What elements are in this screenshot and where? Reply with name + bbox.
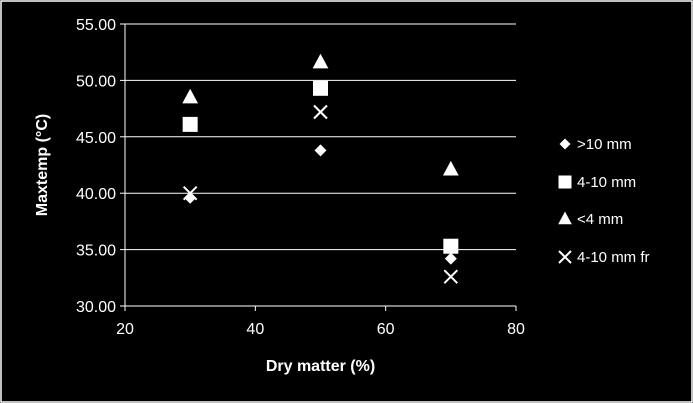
data-point-square — [443, 238, 459, 254]
series-triangle — [182, 53, 459, 176]
y-tick-label: 40.00 — [76, 186, 116, 203]
legend-label: <4 mm — [577, 211, 623, 228]
data-point-x — [182, 185, 198, 201]
series-square — [182, 80, 459, 254]
x-tick-label: 40 — [246, 321, 264, 338]
data-point-x — [443, 269, 459, 284]
legend-marker-triangle — [558, 211, 572, 225]
x-stroke — [558, 250, 572, 264]
y-tick-label: 55.00 — [76, 17, 116, 34]
legend: >10 mm 4-10 mm <4 mm 4-10 mm fr — [558, 136, 650, 266]
y-axis-title: Maxtemp (°C) — [34, 114, 51, 216]
data-point-diamond — [184, 191, 197, 204]
y-tick-label: 30.00 — [76, 299, 116, 316]
data-point-diamond — [314, 144, 327, 157]
y-tick-label: 45.00 — [76, 130, 116, 147]
legend-marker-x — [558, 250, 572, 264]
axes — [120, 23, 517, 311]
data-point-x — [313, 104, 328, 120]
y-tick-label: 35.00 — [76, 243, 116, 260]
series-x — [182, 104, 459, 284]
data-point-triangle — [182, 88, 199, 104]
legend-label: >10 mm — [577, 136, 632, 153]
x-tick-labels: 20 40 60 80 — [116, 321, 525, 338]
data-point-triangle — [312, 53, 329, 69]
data-point-square — [313, 80, 328, 96]
legend-label: 4-10 mm fr — [577, 249, 650, 266]
y-tick-label: 50.00 — [76, 73, 116, 90]
x-stroke — [182, 185, 198, 201]
x-axis-title: Dry matter (%) — [266, 358, 375, 375]
x-tick-label: 60 — [377, 321, 395, 338]
x-stroke — [313, 104, 328, 120]
legend-marker-diamond — [559, 138, 571, 150]
legend-marker-square — [558, 175, 572, 189]
data-point-square — [182, 116, 198, 132]
data-point-triangle — [442, 160, 459, 176]
legend-label: 4-10 mm — [577, 174, 636, 191]
data-points — [182, 53, 459, 284]
series-diamond — [184, 144, 457, 265]
x-tick-label: 80 — [507, 321, 525, 338]
y-tick-labels: 30.00 35.00 40.00 45.00 50.00 55.00 — [76, 17, 116, 316]
data-point-diamond — [444, 252, 457, 265]
x-tick-label: 20 — [116, 321, 134, 338]
x-stroke — [443, 269, 459, 284]
